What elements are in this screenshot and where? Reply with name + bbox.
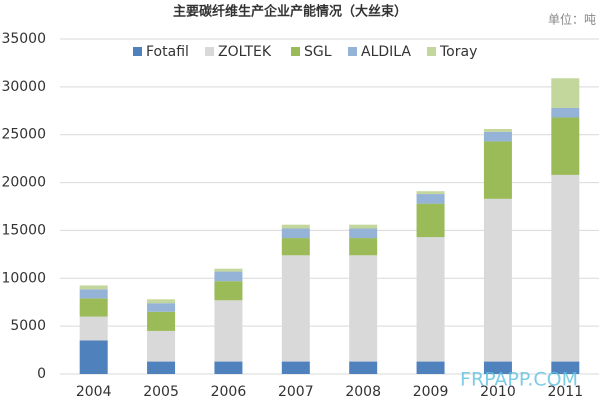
bar-segment [349,224,378,229]
bar-segment [214,361,243,374]
watermark: FRPAPP.COM [460,369,578,391]
y-tick-label: 5000 [10,318,46,334]
y-tick-label: 35000 [1,31,46,47]
bar-segment [147,311,176,331]
legend-label: SGL [304,44,332,60]
legend-label: ZOLTEK [218,44,272,60]
bar-segment [551,361,580,374]
legend-label: Fotafil [146,44,189,60]
bar-segment [214,271,243,282]
bar-segment [416,237,445,362]
bar-segment [349,238,378,256]
bar-segment [79,340,108,374]
legend-swatch [205,47,214,56]
bar-segment [483,198,512,362]
x-tick-label: 2004 [76,384,112,400]
bar-segment [281,228,310,239]
bar-segment [79,298,108,317]
unit-note: 单位：吨 [548,12,596,27]
bar-segment [79,289,108,299]
bar-segment [551,174,580,362]
bar-segment [551,107,580,118]
bar-segment [416,194,445,204]
y-tick-label: 10000 [1,270,46,286]
legend-swatch [133,47,142,56]
bar-segment [214,268,243,272]
x-tick-label: 2005 [143,384,179,400]
bar-segment [79,316,108,341]
bar-segment [214,281,243,301]
chart-title: 主要碳纤维生产企业产能情况（大丝束） [173,4,407,20]
bar-segment [147,299,176,304]
bar-segment [214,300,243,362]
legend-swatch [427,47,436,56]
bar-segment [483,141,512,199]
bar-segment [483,361,512,374]
bar-segment [483,128,512,132]
x-tick-label: 2011 [547,384,583,400]
bar-segment [349,255,378,362]
bar-segment [79,285,108,290]
bar-segment [281,238,310,256]
bar-segment [147,361,176,374]
bar-segment [551,78,580,108]
x-tick-label: 2008 [345,384,381,400]
bar-segment [147,330,176,362]
y-tick-label: 20000 [1,175,46,191]
bar-segment [349,228,378,239]
bar-segment [416,203,445,238]
bar-segment [147,303,176,312]
bar-segment [349,361,378,374]
bar-segment [416,361,445,374]
bar-segment [281,361,310,374]
bar-segment [483,131,512,142]
y-tick-label: 30000 [1,79,46,95]
legend-label: ALDILA [361,44,411,60]
bar-segment [281,255,310,362]
x-tick-label: 2010 [480,384,516,400]
bar-segment [551,117,580,175]
y-tick-label: 15000 [1,222,46,238]
x-tick-label: 2007 [278,384,314,400]
legend-swatch [348,47,357,56]
y-tick-label: 25000 [1,127,46,143]
y-tick-label: 0 [37,366,46,382]
bar-segment [416,191,445,195]
bar-segment [281,224,310,229]
legend-label: Toray [439,44,477,60]
legend-swatch [291,47,300,56]
x-tick-label: 2009 [413,384,449,400]
x-tick-label: 2006 [211,384,247,400]
